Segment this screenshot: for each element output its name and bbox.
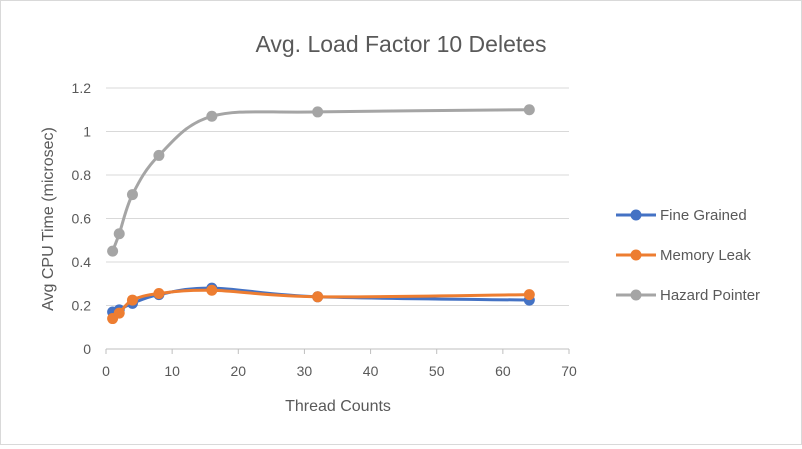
data-point-hazard-pointer <box>153 149 165 161</box>
legend-swatch-marker <box>630 289 642 301</box>
data-point-memory-leak <box>523 289 535 301</box>
series-memory-leak <box>107 284 535 325</box>
legend-item-fine-grained: Fine Grained <box>616 207 747 224</box>
x-tick-label: 30 <box>297 363 313 379</box>
x-tick-label: 60 <box>495 363 511 379</box>
data-point-memory-leak <box>126 294 138 306</box>
data-point-hazard-pointer <box>126 189 138 201</box>
x-tick-label: 0 <box>102 363 110 379</box>
y-tick-label: 0.6 <box>72 211 92 227</box>
x-tick-label: 10 <box>164 363 180 379</box>
x-tick-label: 20 <box>230 363 246 379</box>
legend-item-memory-leak: Memory Leak <box>616 247 751 264</box>
y-tick-label: 0.4 <box>72 254 92 270</box>
data-point-hazard-pointer <box>206 110 218 122</box>
y-tick-label: 1 <box>83 124 91 140</box>
data-point-memory-leak <box>113 307 125 319</box>
axes: 0 0.2 0.4 0.6 0.8 1 1.2 0 10 20 30 40 50 60 70 <box>72 80 577 379</box>
legend-label: Hazard Pointer <box>660 287 760 304</box>
series-hazard-pointer <box>107 104 535 257</box>
legend: Fine Grained Memory Leak Hazard Pointer <box>616 207 760 304</box>
y-tick-label: 0.2 <box>72 298 92 314</box>
series-layer <box>107 104 535 325</box>
chart-title: Avg. Load Factor 10 Deletes <box>255 31 546 57</box>
data-point-memory-leak <box>206 284 218 296</box>
legend-item-hazard-pointer: Hazard Pointer <box>616 287 760 304</box>
x-tick-label: 50 <box>429 363 445 379</box>
legend-swatch-marker <box>630 249 642 261</box>
y-tick-label: 0.8 <box>72 167 92 183</box>
legend-label: Memory Leak <box>660 247 751 264</box>
data-point-hazard-pointer <box>113 228 125 240</box>
y-tick-label: 1.2 <box>72 80 92 96</box>
data-point-memory-leak <box>312 291 324 303</box>
x-tick-label: 70 <box>561 363 577 379</box>
legend-label: Fine Grained <box>660 207 747 224</box>
x-tick-label: 40 <box>363 363 379 379</box>
x-axis-label: Thread Counts <box>285 398 391 415</box>
data-point-hazard-pointer <box>107 245 119 257</box>
data-point-hazard-pointer <box>523 104 535 116</box>
y-axis-label: Avg CPU Time (microsec) <box>40 127 57 311</box>
series-line-hazard-pointer <box>111 108 531 253</box>
y-tick-label: 0 <box>83 341 91 357</box>
legend-swatch-marker <box>630 209 642 221</box>
data-point-memory-leak <box>153 288 165 300</box>
gridlines <box>106 87 569 306</box>
data-point-hazard-pointer <box>312 106 324 118</box>
